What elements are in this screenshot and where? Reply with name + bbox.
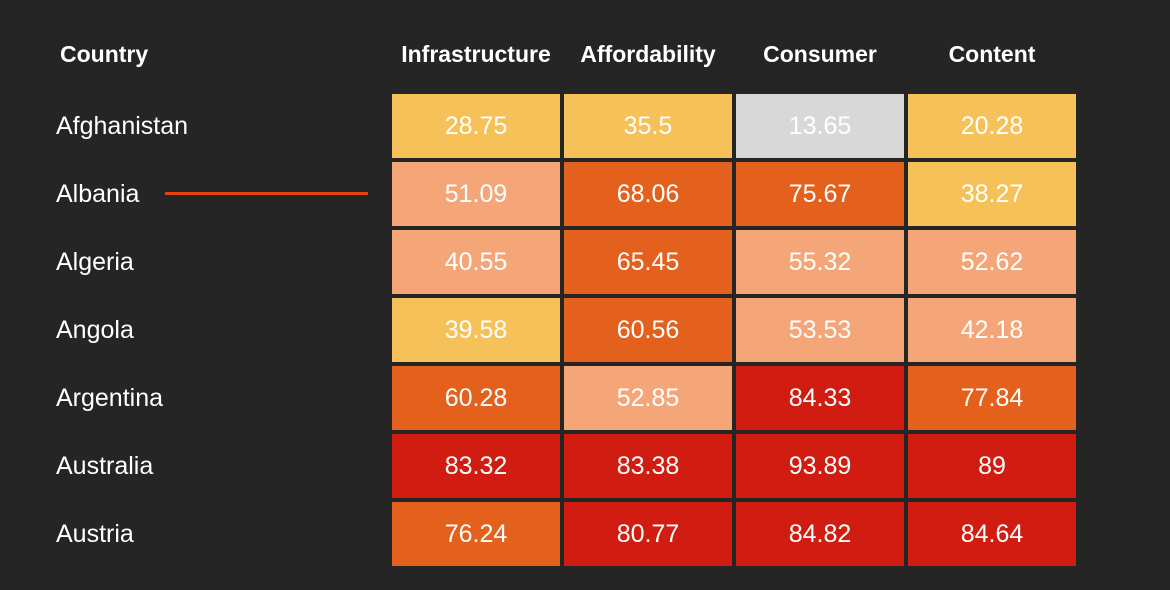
row-label-afghanistan: Afghanistan (56, 112, 189, 140)
heatmap-cell: 75.67 (736, 162, 904, 226)
heatmap-cell: 60.56 (564, 298, 732, 362)
row-label-austria: Austria (56, 520, 134, 548)
heatmap-cell: 51.09 (392, 162, 560, 226)
column-header-infrastructure: Infrastructure (401, 41, 551, 67)
heatmap-cell: 38.27 (908, 162, 1076, 226)
row-label-albania: Albania (56, 180, 140, 208)
heatmap-cell: 84.82 (736, 502, 904, 566)
heatmap-cell: 52.85 (564, 366, 732, 430)
heatmap-cell: 39.58 (392, 298, 560, 362)
heatmap-cell: 52.62 (908, 230, 1076, 294)
heatmap-cell: 84.64 (908, 502, 1076, 566)
row-label-algeria: Algeria (56, 248, 134, 276)
heatmap-cell: 13.65 (736, 94, 904, 158)
heatmap-cell: 93.89 (736, 434, 904, 498)
highlight-pointer-line (165, 192, 368, 195)
heatmap-cell: 89 (908, 434, 1076, 498)
heatmap-cell: 60.28 (392, 366, 560, 430)
heatmap-cell: 65.45 (564, 230, 732, 294)
row-label-angola: Angola (56, 316, 134, 344)
heatmap-cell: 40.55 (392, 230, 560, 294)
heatmap-cell: 20.28 (908, 94, 1076, 158)
heatmap-cell: 42.18 (908, 298, 1076, 362)
header-country: Country (60, 41, 149, 67)
heatmap-cell: 83.38 (564, 434, 732, 498)
heatmap-cell: 83.32 (392, 434, 560, 498)
heatmap-cell: 28.75 (392, 94, 560, 158)
heatmap-cell: 84.33 (736, 366, 904, 430)
row-label-argentina: Argentina (56, 384, 164, 412)
heatmap-cell: 35.5 (564, 94, 732, 158)
heatmap-cell: 68.06 (564, 162, 732, 226)
heatmap-cell: 80.77 (564, 502, 732, 566)
row-label-australia: Australia (56, 452, 154, 480)
column-header-content: Content (948, 41, 1036, 67)
heatmap-cell: 55.32 (736, 230, 904, 294)
column-header-affordability: Affordability (580, 41, 716, 67)
heatmap-cell: 76.24 (392, 502, 560, 566)
heatmap-cell: 77.84 (908, 366, 1076, 430)
column-header-consumer: Consumer (763, 41, 877, 67)
heatmap-cell: 53.53 (736, 298, 904, 362)
